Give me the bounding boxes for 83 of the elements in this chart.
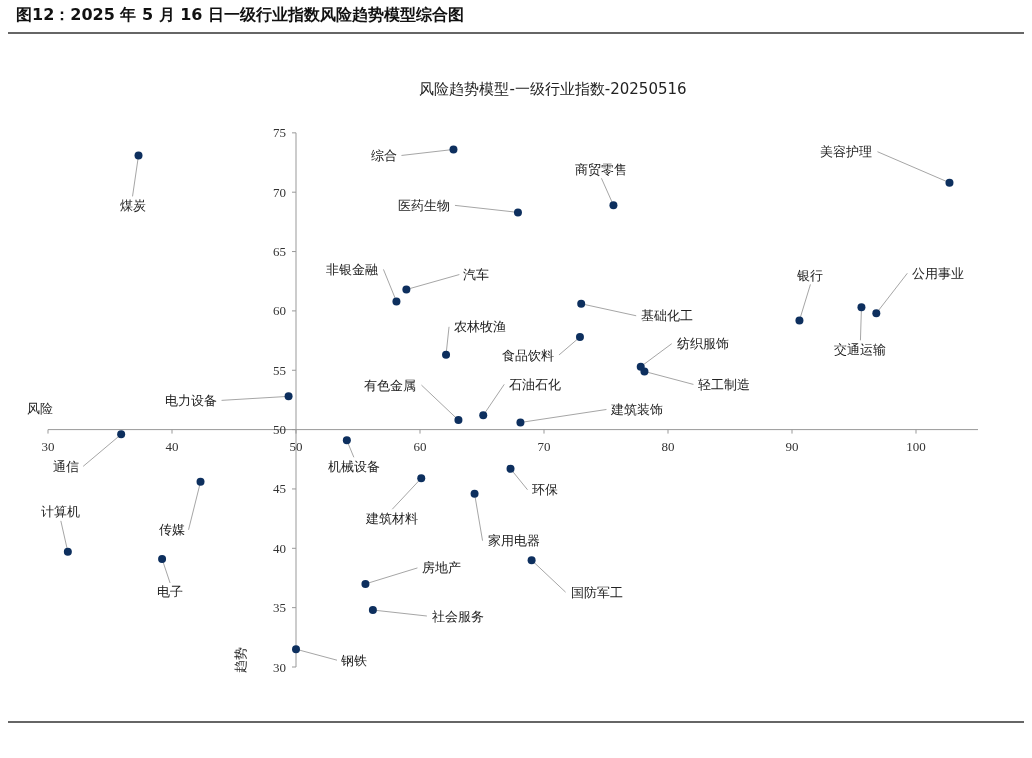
x-tick-label: 40: [165, 438, 179, 454]
annotation: 交通运输: [834, 341, 887, 357]
point: [284, 392, 293, 401]
y-tick-label: 30: [273, 659, 286, 675]
annotation: 通信: [53, 458, 80, 474]
x-tick-label: 70: [537, 438, 551, 454]
point: [402, 285, 411, 294]
annotation: 公用事业: [912, 265, 965, 281]
annotation: 电子: [157, 584, 184, 600]
y-tick-label: 50: [273, 422, 286, 438]
point: [575, 333, 584, 342]
point: [516, 418, 525, 427]
annotation: 国防军工: [570, 584, 623, 600]
point: [392, 297, 401, 306]
annotation: 纺织服饰: [676, 336, 729, 352]
annotation: 石油石化: [509, 376, 562, 392]
y-tick-label: 65: [273, 244, 286, 260]
point: [609, 201, 618, 210]
annotation: 美容护理: [820, 144, 873, 160]
point: [454, 416, 463, 425]
point: [577, 299, 586, 308]
point: [196, 477, 205, 486]
x-tick-label: 90: [785, 438, 799, 454]
point: [470, 489, 479, 498]
point: [945, 178, 954, 187]
y-axis-title: 趋势: [233, 647, 248, 673]
point: [527, 556, 536, 565]
point: [361, 579, 370, 588]
annotation: 环保: [531, 482, 558, 498]
annotation: 轻工制造: [698, 376, 751, 392]
x-tick-label: 30: [41, 438, 55, 454]
y-tick-label: 70: [273, 184, 286, 200]
chart-title: 图12：2025 年 5 月 16 日一级行业指数风险趋势模型综合图: [16, 5, 465, 24]
annotation: 综合: [371, 147, 398, 163]
point: [479, 411, 488, 420]
y-tick-label: 60: [273, 303, 286, 319]
x-axis-title: 风险: [27, 401, 53, 416]
point: [158, 554, 167, 563]
x-tick-label: 60: [413, 438, 427, 454]
point: [63, 547, 72, 556]
annotation: 电力设备: [164, 392, 217, 408]
annotation: 家用电器: [487, 533, 540, 549]
point: [117, 430, 126, 439]
annotation: 银行: [796, 267, 824, 283]
point: [513, 208, 522, 217]
y-tick-label: 75: [273, 125, 286, 141]
annotation: 建筑材料: [365, 510, 419, 526]
annotation: 非银金融: [326, 261, 379, 277]
annotation: 计算机: [41, 504, 81, 520]
x-tick-label: 100: [906, 438, 926, 454]
annotation: 煤炭: [119, 197, 146, 213]
x-tick-label: 80: [661, 438, 675, 454]
point: [449, 145, 458, 154]
annotation: 房地产: [421, 560, 461, 576]
y-tick-label: 35: [273, 600, 286, 616]
point: [795, 316, 804, 325]
annotation: 基础化工: [641, 308, 694, 324]
annotation: 农林牧渔: [454, 319, 507, 335]
annotation: 有色金属: [364, 377, 417, 393]
point: [292, 645, 300, 654]
point: [442, 350, 451, 359]
annotation: 建筑装饰: [610, 401, 664, 417]
annotation: 社会服务: [431, 608, 484, 624]
point: [857, 303, 866, 312]
chart-subtitle: 风险趋势模型-一级行业指数-20250516: [419, 80, 687, 98]
point: [872, 309, 881, 318]
annotation: 机械设备: [327, 458, 380, 474]
annotation: 商贸零售: [575, 161, 628, 177]
point: [417, 474, 426, 483]
point: [342, 436, 351, 445]
point: [368, 606, 377, 615]
y-tick-label: 55: [273, 362, 286, 378]
annotation: 食品饮料: [501, 347, 554, 363]
y-tick-label: 45: [273, 481, 286, 497]
annotation: 传媒: [158, 522, 185, 538]
annotation: 医药生物: [397, 197, 450, 213]
point: [640, 367, 649, 376]
point: [134, 151, 143, 160]
x-tick-label: 50: [289, 438, 303, 454]
y-tick-label: 40: [273, 540, 286, 556]
point: [506, 464, 515, 473]
annotation: 钢铁: [340, 652, 367, 668]
annotation: 汽车: [463, 267, 490, 283]
